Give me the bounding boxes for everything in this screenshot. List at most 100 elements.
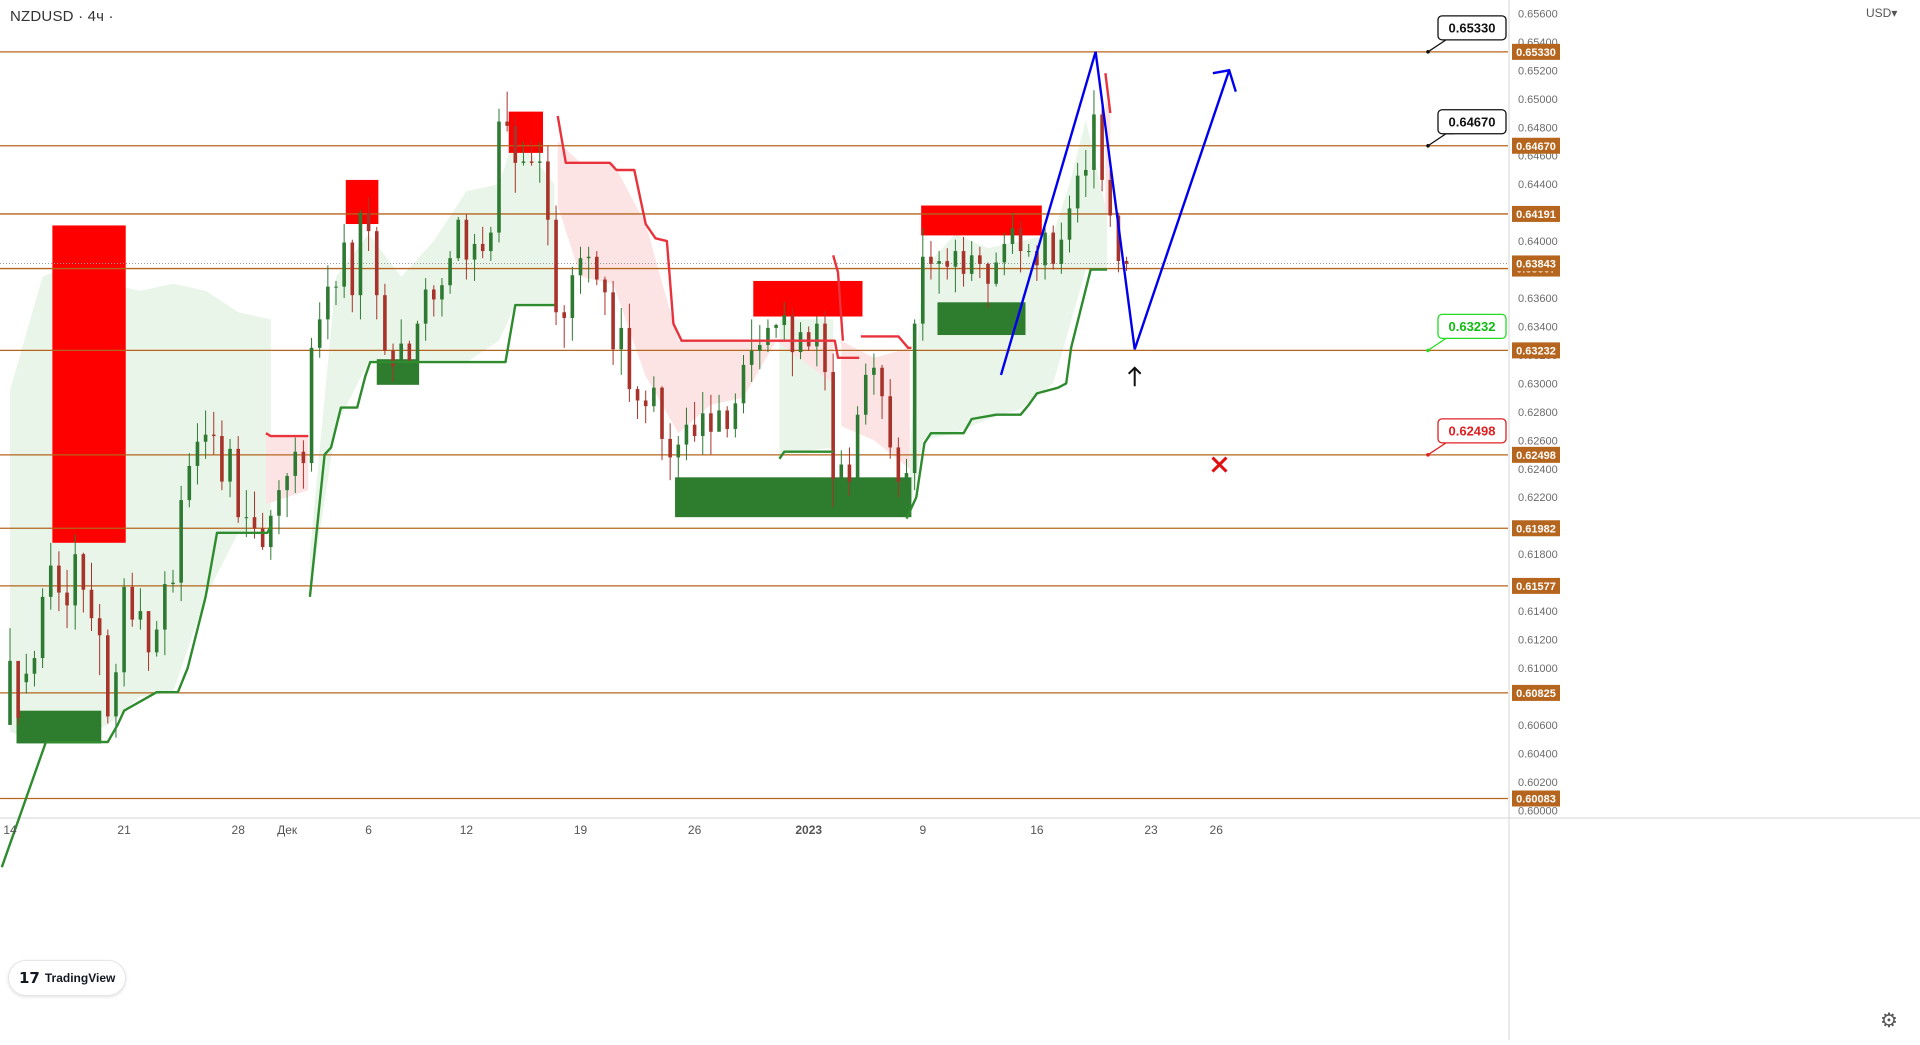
candle-up [1043,232,1047,266]
callout-label: 0.65330 [1449,20,1496,35]
x-tick-label: 19 [574,823,588,837]
candle-up [521,161,526,163]
candle-down [945,261,950,267]
x-tick-label: 14 [3,823,17,837]
candle-up [1010,228,1015,244]
candle-down [831,372,835,479]
callout-box [1437,418,1507,444]
candle-up [766,327,770,345]
candle-up [277,490,281,516]
candle-up [448,258,452,286]
candle-up [195,441,200,466]
candle-down [130,586,135,620]
callout-pointer [1427,39,1454,53]
candle-up [758,344,762,351]
supertrend-down-line [556,115,860,359]
candle-down [627,327,632,390]
candle-up [676,444,681,458]
candle-up [399,343,403,367]
candle-up [40,596,45,659]
y-tick-label: 0.60600 [1518,720,1558,732]
level-price-label-bg [1512,790,1560,807]
current-price-label-bg [1512,255,1560,272]
candle-down [407,343,412,361]
y-tick-label: 0.63600 [1518,293,1558,305]
tradingview-logo-text: TradingView [44,971,116,985]
callout-box [1437,313,1507,340]
candle-down [252,517,257,529]
callout-box [1437,109,1507,135]
candle-down [880,367,884,397]
candle-up [1092,114,1096,170]
candle-down [635,389,640,401]
candle-up [48,565,53,597]
x-tick-label: 21 [117,823,131,837]
candle-down [57,565,61,593]
demand-zone [16,710,102,744]
candle-down [961,251,966,274]
candle-up [244,517,249,519]
candle-up [570,275,575,318]
candle-up [912,323,917,474]
candle-up [415,323,420,361]
candle-down [643,400,648,407]
candle-down [595,256,599,280]
candle-down [16,660,20,718]
candle-down [1100,114,1104,180]
y-tick-label: 0.60200 [1518,777,1558,789]
callout-anchor [1426,453,1430,457]
candle-up [904,473,909,482]
callout-label: 0.64670 [1449,114,1496,129]
candle-down [1018,228,1023,252]
y-tick-label: 0.65000 [1518,94,1558,106]
level-price-label: 0.61577 [1516,581,1556,593]
level-price-label-bg [1512,446,1560,463]
candle-up [774,325,778,328]
x-tick-label: 26 [688,823,702,837]
candle-up [203,434,208,442]
candle-down [513,125,518,163]
candle-up [578,258,583,276]
level-price-label: 0.62498 [1516,450,1556,462]
candle-up [114,672,118,717]
callout-box [1437,15,1507,41]
x-tick-label: 2023 [795,823,822,837]
candle-down [301,451,306,464]
x-tick-label: 12 [460,823,474,837]
candle-down [611,292,615,350]
currency-selector[interactable]: USD▾ [1866,6,1898,20]
candle-up [497,121,501,233]
candle-down [529,161,534,163]
candle-down [1124,261,1129,264]
candle-down [505,121,509,126]
candle-down [725,410,729,429]
candle-up [855,414,860,482]
candle-down [366,212,371,232]
y-tick-label: 0.62600 [1518,435,1558,447]
candle-up [334,286,338,288]
y-tick-label: 0.60000 [1518,805,1558,817]
downtrend-fill [265,436,309,505]
supply-zone [921,205,1042,236]
level-price-label-bg [1512,205,1560,222]
candle-up [872,367,876,375]
tradingview-logo[interactable]: 17 TradingView [8,960,126,996]
x-tick-label: 9 [919,823,926,837]
supertrend-up-line [905,268,1107,520]
gear-icon[interactable]: ⚙ [1880,1010,1898,1032]
candle-down [806,332,811,347]
demand-zone [937,302,1026,336]
candle-down [260,528,265,548]
candle-down [65,592,69,606]
candle-down [480,243,485,252]
symbol-title[interactable]: NZDUSD · 4ч · [10,8,114,25]
projection-arrowhead [1212,68,1237,93]
candle-up [586,256,591,259]
candle-down [106,635,110,717]
x-tick-label: 23 [1144,823,1158,837]
supply-zone [753,280,863,317]
candle-up [782,315,787,326]
candle-down [350,242,355,296]
